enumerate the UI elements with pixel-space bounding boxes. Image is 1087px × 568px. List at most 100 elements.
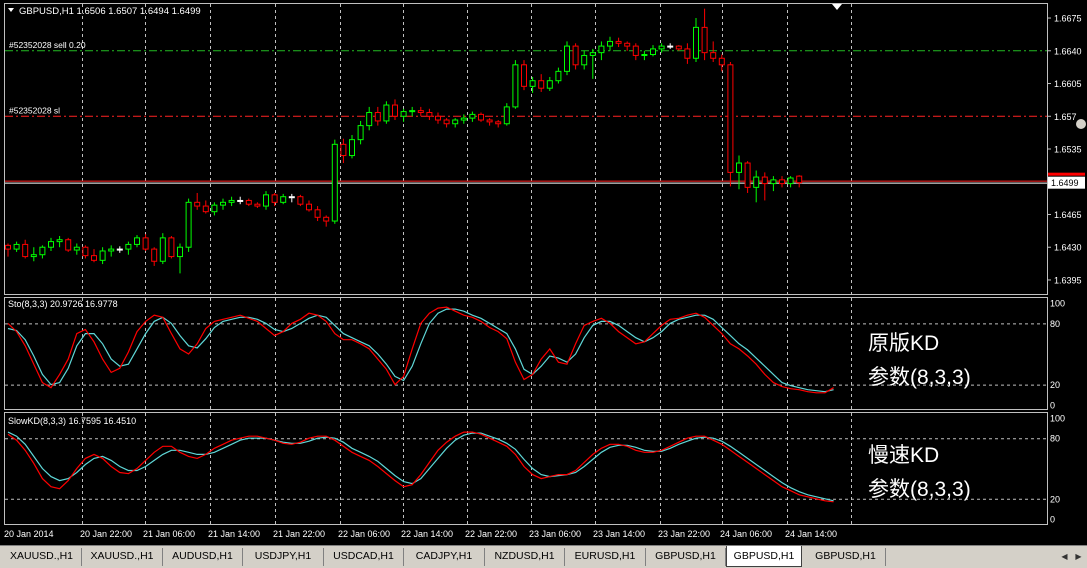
trade-level-lines: #52352028 sell 0.20 #52352028 sl (5, 40, 1047, 184)
candle-body (409, 110, 416, 113)
oscillator-axis-label: 0 (1050, 515, 1055, 525)
sto-panel-frame (4, 297, 1048, 410)
oscillator-axis-label: 80 (1050, 319, 1060, 329)
ask-price-marker (1048, 172, 1085, 176)
candle-body (340, 143, 347, 157)
candle-body (383, 104, 390, 122)
tab-scroll-left-icon[interactable]: ◀ (1061, 552, 1068, 561)
menu-triangle-icon[interactable] (8, 8, 14, 12)
chart-tab[interactable]: USDJPY,H1 (244, 548, 324, 566)
candle-body (564, 45, 570, 72)
candle-body (202, 205, 209, 213)
candle-body (658, 45, 665, 50)
price-axis-label: 1.6605 (1054, 79, 1082, 89)
chart-tab[interactable]: GBPUSD,H1 (646, 548, 726, 566)
candle-body (331, 143, 338, 222)
candle-body (56, 239, 63, 243)
candle-body (641, 54, 648, 57)
candle-body (486, 119, 493, 123)
candle-body (521, 64, 527, 87)
candle-body (478, 113, 484, 121)
candle-body (495, 121, 502, 125)
candle-body (116, 248, 123, 251)
candle-body (460, 117, 467, 121)
candlestick-series (5, 8, 803, 274)
candle-body (624, 42, 631, 47)
candle-body (177, 246, 183, 258)
candle-body (761, 176, 768, 185)
candle-body (306, 203, 312, 211)
price-axis-label: 1.6640 (1054, 46, 1082, 56)
candle-body (48, 241, 54, 248)
time-axis-label: 21 Jan 22:00 (273, 529, 325, 539)
candle-body (245, 199, 252, 205)
time-axis-label: 23 Jan 14:00 (593, 529, 645, 539)
candle-body (546, 80, 553, 89)
price-axis-label: 1.6535 (1054, 145, 1082, 155)
candle-body (91, 255, 97, 261)
candle-body (512, 64, 519, 108)
candle-body (684, 48, 691, 59)
time-axis-label: 20 Jan 2014 (4, 529, 54, 539)
time-axis-label: 21 Jan 06:00 (143, 529, 195, 539)
scroll-handle-icon[interactable] (1076, 119, 1086, 129)
candle-body (718, 57, 725, 66)
candle-body (125, 243, 132, 250)
slowkd-main-line (7, 431, 834, 503)
time-axis-label: 24 Jan 06:00 (720, 529, 772, 539)
chart-tab[interactable]: GBPUSD,H1 (806, 548, 886, 566)
candle-body (142, 237, 149, 250)
chart-tab[interactable]: EURUSD,H1 (566, 548, 646, 566)
candle-body (779, 179, 785, 185)
time-axis-label: 21 Jan 14:00 (208, 529, 260, 539)
candle-body (185, 201, 192, 248)
chart-tab[interactable]: XAUUSD.,H1 (83, 548, 163, 566)
slowkd-overlay-title: 慢速KD (868, 444, 939, 467)
candle-body (632, 45, 639, 56)
candle-body (357, 125, 364, 141)
slowkd-panel-frame (4, 412, 1048, 525)
candle-body (538, 80, 545, 89)
candle-body (13, 243, 20, 250)
sto-overlay-params: 参数(8,3,3) (868, 366, 971, 389)
chart-tab[interactable]: NZDUSD,H1 (485, 548, 565, 566)
candle-body (607, 40, 613, 47)
candle-body (374, 112, 381, 122)
chart-shift-marker-icon[interactable] (832, 4, 842, 10)
chart-tab[interactable]: AUDUSD,H1 (163, 548, 243, 566)
candle-body (22, 243, 29, 258)
chart-tab[interactable]: USDCAD,H1 (324, 548, 404, 566)
sto-overlay-title: 原版KD (868, 332, 939, 355)
slowkd-signal-line (7, 431, 834, 502)
chart-tab[interactable]: CADJPY,H1 (405, 548, 485, 566)
tab-scroll-right-icon[interactable]: ▶ (1075, 552, 1082, 561)
candle-body (280, 196, 287, 203)
candle-body (288, 196, 295, 199)
trade-level-label: #52352028 sell 0.20 (9, 40, 86, 50)
chart-tab[interactable]: XAUUSD.,H1 (2, 548, 82, 566)
oscillator-axis-label: 0 (1050, 401, 1055, 411)
axis-labels: 1.6675 1.6640 1.6605 1.657 1.6535 1.6499 1.646… (4, 14, 1085, 539)
oscillator-axis-label: 20 (1050, 494, 1060, 504)
time-axis-label: 22 Jan 22:00 (465, 529, 517, 539)
candle-body (435, 115, 441, 121)
chart-canvas[interactable]: #52352028 sell 0.20#52352028 sl 1.66751.… (0, 0, 1087, 545)
chart-tab-bar: XAUUSD.,H1 XAUUSD.,H1 AUDUSD,H1 USDJPY,H1 US… (0, 545, 1087, 568)
candle-body (693, 26, 699, 59)
candle-body (392, 104, 398, 117)
oscillator-axis-label: 100 (1050, 414, 1065, 424)
slowkd-header: SlowKD(8,3,3) 16.7595 16.4510 (8, 416, 136, 426)
panel-frames (4, 3, 1048, 525)
candle-body (443, 119, 450, 125)
candle-body (555, 70, 562, 82)
candle-body (73, 246, 80, 251)
trade-level-label: #52352028 sl (9, 105, 60, 115)
price-axis-label: 1.6430 (1054, 243, 1082, 253)
time-axis-label: 24 Jan 14:00 (785, 529, 837, 539)
chart-tab[interactable]: GBPUSD,H1 (726, 546, 802, 567)
candle-body (159, 237, 166, 262)
candle-body (529, 80, 536, 87)
current-price-label: 1.6499 (1051, 178, 1079, 188)
candle-body (108, 248, 115, 252)
